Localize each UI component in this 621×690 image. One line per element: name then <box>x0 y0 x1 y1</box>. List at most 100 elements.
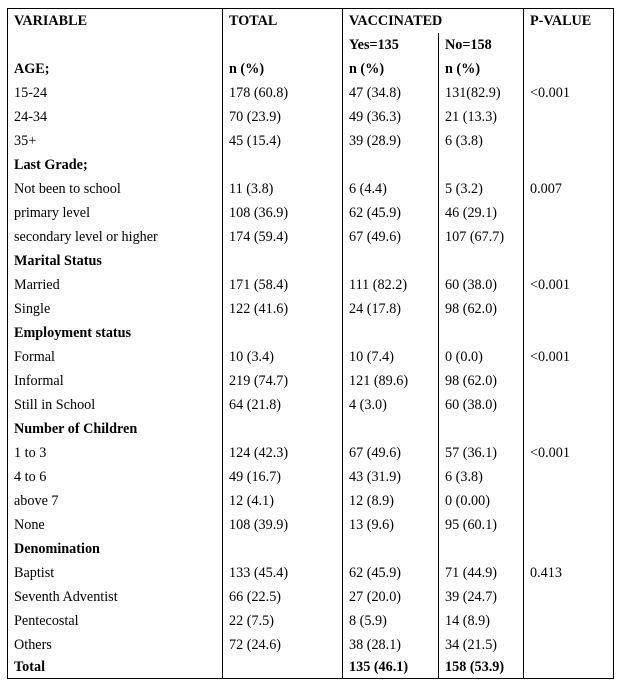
row-no: 14 (8.9) <box>437 609 525 633</box>
row-no: 0 (0.0) <box>437 345 525 369</box>
row-label: Number of Children <box>7 417 223 441</box>
row-yes: 27 (20.0) <box>342 585 439 609</box>
row-label: Last Grade; <box>7 153 223 177</box>
row-total: 49 (16.7) <box>222 465 343 489</box>
row-label: Not been to school <box>7 177 223 201</box>
row-no: 71 (44.9) <box>437 561 525 585</box>
row-pvalue <box>523 105 615 129</box>
row-yes <box>342 417 439 441</box>
row-pvalue <box>523 513 615 537</box>
row-no: 131(82.9) <box>437 81 525 105</box>
row-pvalue <box>523 225 615 249</box>
row-pvalue: <0.001 <box>523 81 615 105</box>
table-row: Employment status <box>7 321 615 345</box>
row-label: 1 to 3 <box>7 441 223 465</box>
row-label: None <box>7 513 223 537</box>
row-pvalue <box>523 537 615 561</box>
total-label: Total <box>7 657 223 679</box>
table-row: Last Grade; <box>7 153 615 177</box>
row-pvalue: <0.001 <box>523 441 615 465</box>
row-total: 171 (58.4) <box>222 273 343 297</box>
table-row: above 7 12 (4.1) 12 (8.9) 0 (0.00) <box>7 489 615 513</box>
row-no <box>437 321 525 345</box>
table-row: 1 to 3 124 (42.3) 67 (49.6) 57 (36.1) <0.001 <box>7 441 615 465</box>
table-row: Others 72 (24.6) 38 (28.1) 34 (21.5) <box>7 633 615 657</box>
row-yes: 67 (49.6) <box>342 225 439 249</box>
subheader-empty-1 <box>7 33 223 57</box>
row-yes: 38 (28.1) <box>342 633 439 657</box>
total-pvalue <box>523 657 615 679</box>
row-pvalue: 0.413 <box>523 561 615 585</box>
row-yes <box>342 321 439 345</box>
header-no: No=158 <box>437 33 525 57</box>
row-label: 15-24 <box>7 81 223 105</box>
row-no: 95 (60.1) <box>437 513 525 537</box>
row-no <box>437 537 525 561</box>
row-total: 124 (42.3) <box>222 441 343 465</box>
row-yes: 24 (17.8) <box>342 297 439 321</box>
row-label: Others <box>7 633 223 657</box>
row-total <box>222 249 343 273</box>
row-yes: 12 (8.9) <box>342 489 439 513</box>
row-total: 64 (21.8) <box>222 393 343 417</box>
row-label: Seventh Adventist <box>7 585 223 609</box>
row-no <box>437 153 525 177</box>
row-total: 178 (60.8) <box>222 81 343 105</box>
subheader-row: Yes=135 No=158 <box>7 33 615 57</box>
row-no: 46 (29.1) <box>437 201 525 225</box>
row-no: 98 (62.0) <box>437 369 525 393</box>
row-no: 21 (13.3) <box>437 105 525 129</box>
row-no: 0 (0.00) <box>437 489 525 513</box>
table-row: Seventh Adventist 66 (22.5) 27 (20.0) 39 (2… <box>7 585 615 609</box>
row-no: 6 (3.8) <box>437 129 525 153</box>
row-no: 6 (3.8) <box>437 465 525 489</box>
row-no: 5 (3.2) <box>437 177 525 201</box>
row-yes: 43 (31.9) <box>342 465 439 489</box>
row-label: 4 to 6 <box>7 465 223 489</box>
table-row: Not been to school 11 (3.8) 6 (4.4) 5 (3.2)… <box>7 177 615 201</box>
row-no: 57 (36.1) <box>437 441 525 465</box>
table-row: Denomination <box>7 537 615 561</box>
total-total <box>222 657 343 679</box>
row-total <box>222 153 343 177</box>
row-yes: 47 (34.8) <box>342 81 439 105</box>
header-variable: VARIABLE <box>7 8 223 33</box>
row-pvalue: <0.001 <box>523 345 615 369</box>
row-yes: 62 (45.9) <box>342 561 439 585</box>
row-label: Informal <box>7 369 223 393</box>
row-yes: 13 (9.6) <box>342 513 439 537</box>
row-total <box>222 417 343 441</box>
table-row: 15-24 178 (60.8) 47 (34.8) 131(82.9) <0.001 <box>7 81 615 105</box>
row-no: 34 (21.5) <box>437 633 525 657</box>
row-label: primary level <box>7 201 223 225</box>
row-total: 12 (4.1) <box>222 489 343 513</box>
row-total: 45 (15.4) <box>222 129 343 153</box>
row-pvalue: 0.007 <box>523 177 615 201</box>
header-pvalue: P-VALUE <box>523 8 615 33</box>
row-pvalue <box>523 393 615 417</box>
table-row: secondary level or higher 174 (59.4) 67 (4… <box>7 225 615 249</box>
row-label: Pentecostal <box>7 609 223 633</box>
header-total: TOTAL <box>222 8 343 33</box>
row-yes <box>342 537 439 561</box>
row-pvalue: <0.001 <box>523 273 615 297</box>
row-pvalue <box>523 297 615 321</box>
row-label: Single <box>7 297 223 321</box>
row-total: 174 (59.4) <box>222 225 343 249</box>
row-pvalue <box>523 129 615 153</box>
row-no <box>437 417 525 441</box>
row-total <box>222 321 343 345</box>
table-row: Baptist 133 (45.4) 62 (45.9) 71 (44.9) 0.413 <box>7 561 615 585</box>
row-no: n (%) <box>437 57 525 81</box>
row-yes: 39 (28.9) <box>342 129 439 153</box>
row-no: 98 (62.0) <box>437 297 525 321</box>
row-no: 60 (38.0) <box>437 273 525 297</box>
total-row: Total 135 (46.1) 158 (53.9) <box>7 657 615 679</box>
table-row: primary level 108 (36.9) 62 (45.9) 46 (29.1… <box>7 201 615 225</box>
row-label: Marital Status <box>7 249 223 273</box>
row-label: secondary level or higher <box>7 225 223 249</box>
subheader-empty-2 <box>222 33 343 57</box>
row-pvalue <box>523 321 615 345</box>
row-label: Baptist <box>7 561 223 585</box>
row-total: 70 (23.9) <box>222 105 343 129</box>
